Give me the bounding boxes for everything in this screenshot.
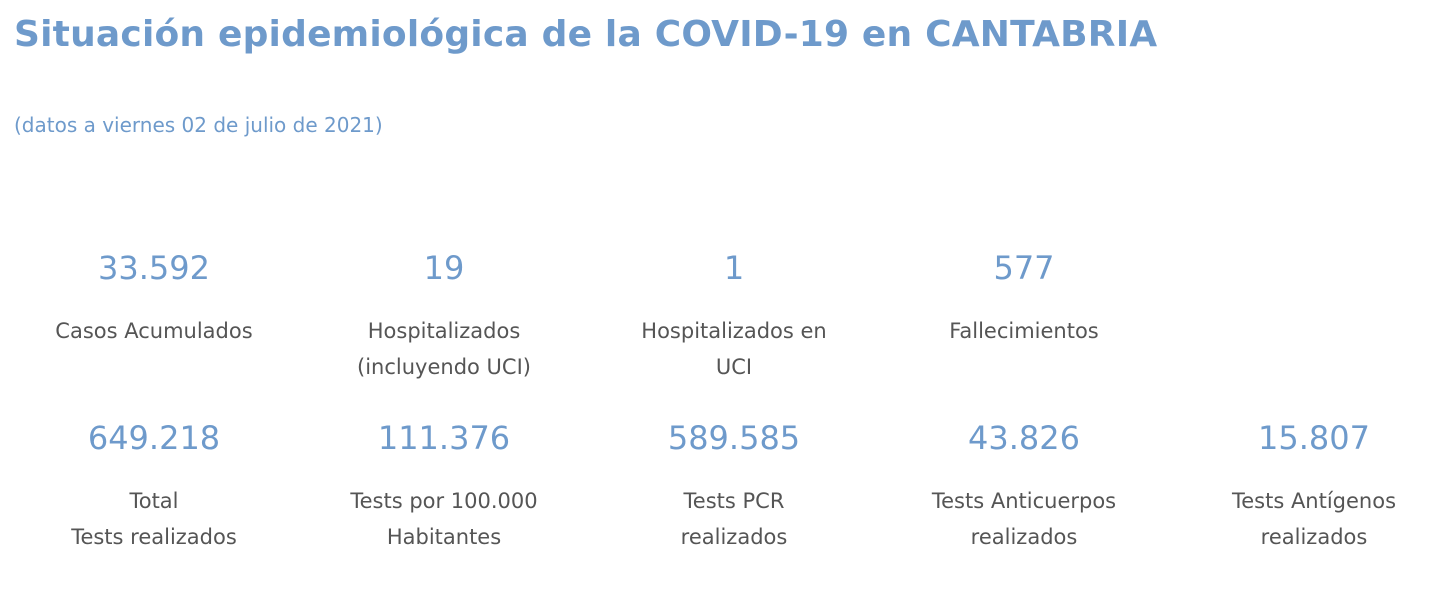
- stat-label: Hospitalizados: [367, 319, 521, 343]
- stat-label: Hospitalizados en: [641, 319, 827, 343]
- stat-card: 649.218 Total Tests realizados: [9, 418, 299, 555]
- stat-label: realizados: [970, 525, 1078, 549]
- stat-label: Fallecimientos: [949, 319, 1099, 343]
- stat-label: Tests PCR: [683, 489, 785, 513]
- stat-label: Tests realizados: [71, 525, 237, 549]
- stat-label: UCI: [715, 355, 753, 379]
- stat-card: 19 Hospitalizados (incluyendo UCI): [299, 248, 589, 385]
- stat-value: 577: [993, 249, 1055, 287]
- stat-card: 15.807 Tests Antígenos realizados: [1169, 418, 1438, 555]
- stat-card: 111.376 Tests por 100.000 Habitantes: [299, 418, 589, 555]
- stat-value: 589.585: [667, 419, 801, 457]
- stat-card: 1 Hospitalizados en UCI: [589, 248, 879, 385]
- stat-label: (incluyendo UCI): [357, 355, 531, 379]
- stat-value: 15.807: [1258, 419, 1370, 457]
- stat-label: realizados: [1260, 525, 1368, 549]
- stat-label: Tests por 100.000: [350, 489, 538, 513]
- stat-card: 43.826 Tests Anticuerpos realizados: [879, 418, 1169, 555]
- stat-label: Casos Acumulados: [55, 319, 253, 343]
- stat-value: 33.592: [98, 249, 210, 287]
- stat-value: 1: [723, 249, 745, 287]
- stat-value: 19: [423, 249, 465, 287]
- page-title: Situación epidemiológica de la COVID-19 …: [14, 14, 1158, 55]
- stat-card: 33.592 Casos Acumulados: [9, 248, 299, 349]
- stat-value: 649.218: [87, 419, 221, 457]
- stat-label: Habitantes: [386, 525, 502, 549]
- stat-value: 111.376: [377, 419, 511, 457]
- subtitle: (datos a viernes 02 de julio de 2021): [14, 113, 383, 137]
- stat-label: Tests Antígenos: [1231, 489, 1397, 513]
- stat-label: realizados: [680, 525, 788, 549]
- stat-value: 43.826: [968, 419, 1080, 457]
- stat-card: 577 Fallecimientos: [879, 248, 1169, 349]
- stat-card: 589.585 Tests PCR realizados: [589, 418, 879, 555]
- stat-label: Tests Anticuerpos: [931, 489, 1117, 513]
- stat-label: Total: [129, 489, 179, 513]
